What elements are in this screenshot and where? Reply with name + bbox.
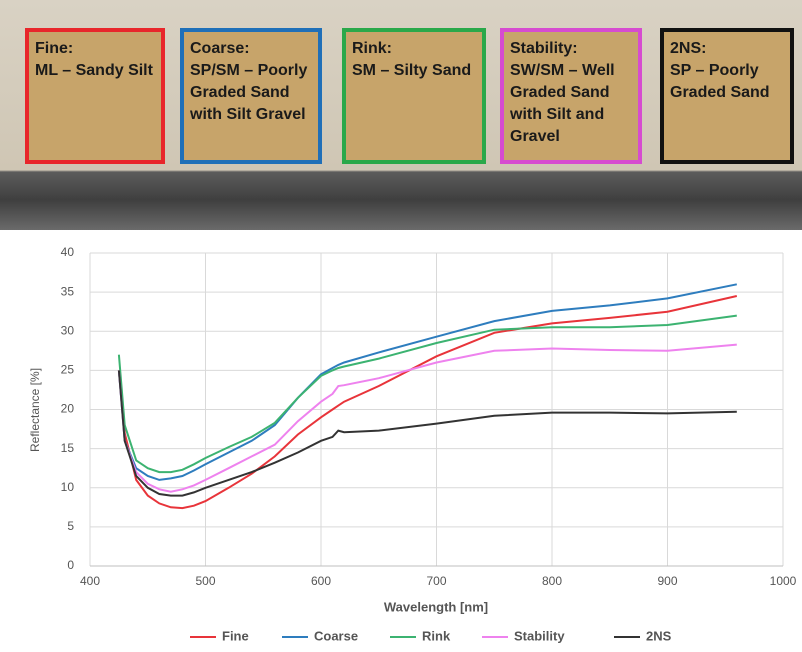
x-tick-label: 1000 — [770, 574, 797, 588]
legend-label: Rink — [422, 628, 451, 643]
line-series — [119, 345, 737, 492]
y-tick-label: 25 — [61, 363, 75, 377]
chart: Wavelength [nm] Reflectance [%] 0 5 10 15 20… — [0, 0, 802, 652]
y-tick-label: 0 — [67, 558, 74, 572]
legend-label: Coarse — [314, 628, 358, 643]
x-tick-label: 700 — [426, 574, 446, 588]
legend-label: Fine — [222, 628, 249, 643]
y-axis-label: Reflectance [%] — [28, 368, 42, 452]
x-tick-label: 400 — [80, 574, 100, 588]
y-tick-label: 35 — [61, 284, 75, 298]
y-tick-label: 20 — [61, 402, 75, 416]
y-tick-label: 15 — [61, 441, 75, 455]
x-tick-label: 500 — [195, 574, 215, 588]
x-tick-label: 600 — [311, 574, 331, 588]
x-axis-label: Wavelength [nm] — [384, 599, 488, 614]
y-tick-label: 5 — [67, 519, 74, 533]
legend-label: 2NS — [646, 628, 672, 643]
legend-label: Stability — [514, 628, 565, 643]
y-tick-label: 30 — [61, 323, 75, 337]
figure: Fine:ML – Sandy SiltCoarse:SP/SM – Poorl… — [0, 0, 802, 652]
x-tick-label: 800 — [542, 574, 562, 588]
y-tick-label: 40 — [61, 245, 75, 259]
y-tick-label: 10 — [61, 480, 75, 494]
x-tick-label: 900 — [657, 574, 677, 588]
